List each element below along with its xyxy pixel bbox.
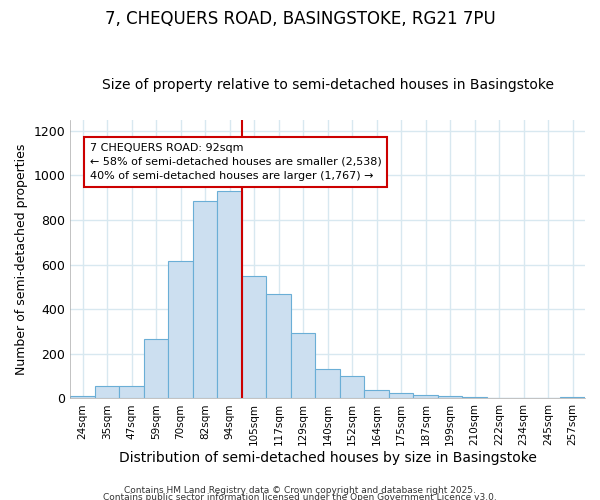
Text: 7 CHEQUERS ROAD: 92sqm
← 58% of semi-detached houses are smaller (2,538)
40% of : 7 CHEQUERS ROAD: 92sqm ← 58% of semi-det… (90, 143, 382, 181)
Bar (364, 390, 389, 398)
Text: Contains public sector information licensed under the Open Government Licence v3: Contains public sector information licen… (103, 494, 497, 500)
Bar (291, 332, 316, 398)
Bar (119, 386, 144, 398)
Bar (70, 396, 95, 398)
Bar (413, 395, 438, 398)
Bar (316, 370, 340, 398)
Bar (193, 201, 217, 398)
Bar (340, 376, 364, 398)
Bar (266, 294, 291, 399)
Y-axis label: Number of semi-detached properties: Number of semi-detached properties (15, 144, 28, 374)
X-axis label: Distribution of semi-detached houses by size in Basingstoke: Distribution of semi-detached houses by … (119, 451, 536, 465)
Bar (95, 386, 119, 398)
Bar (144, 340, 169, 398)
Bar (463, 396, 487, 398)
Bar (242, 276, 266, 398)
Bar (169, 261, 193, 398)
Bar (560, 396, 585, 398)
Title: Size of property relative to semi-detached houses in Basingstoke: Size of property relative to semi-detach… (101, 78, 554, 92)
Text: 7, CHEQUERS ROAD, BASINGSTOKE, RG21 7PU: 7, CHEQUERS ROAD, BASINGSTOKE, RG21 7PU (104, 10, 496, 28)
Bar (438, 396, 463, 398)
Bar (217, 191, 242, 398)
Text: Contains HM Land Registry data © Crown copyright and database right 2025.: Contains HM Land Registry data © Crown c… (124, 486, 476, 495)
Bar (389, 393, 413, 398)
